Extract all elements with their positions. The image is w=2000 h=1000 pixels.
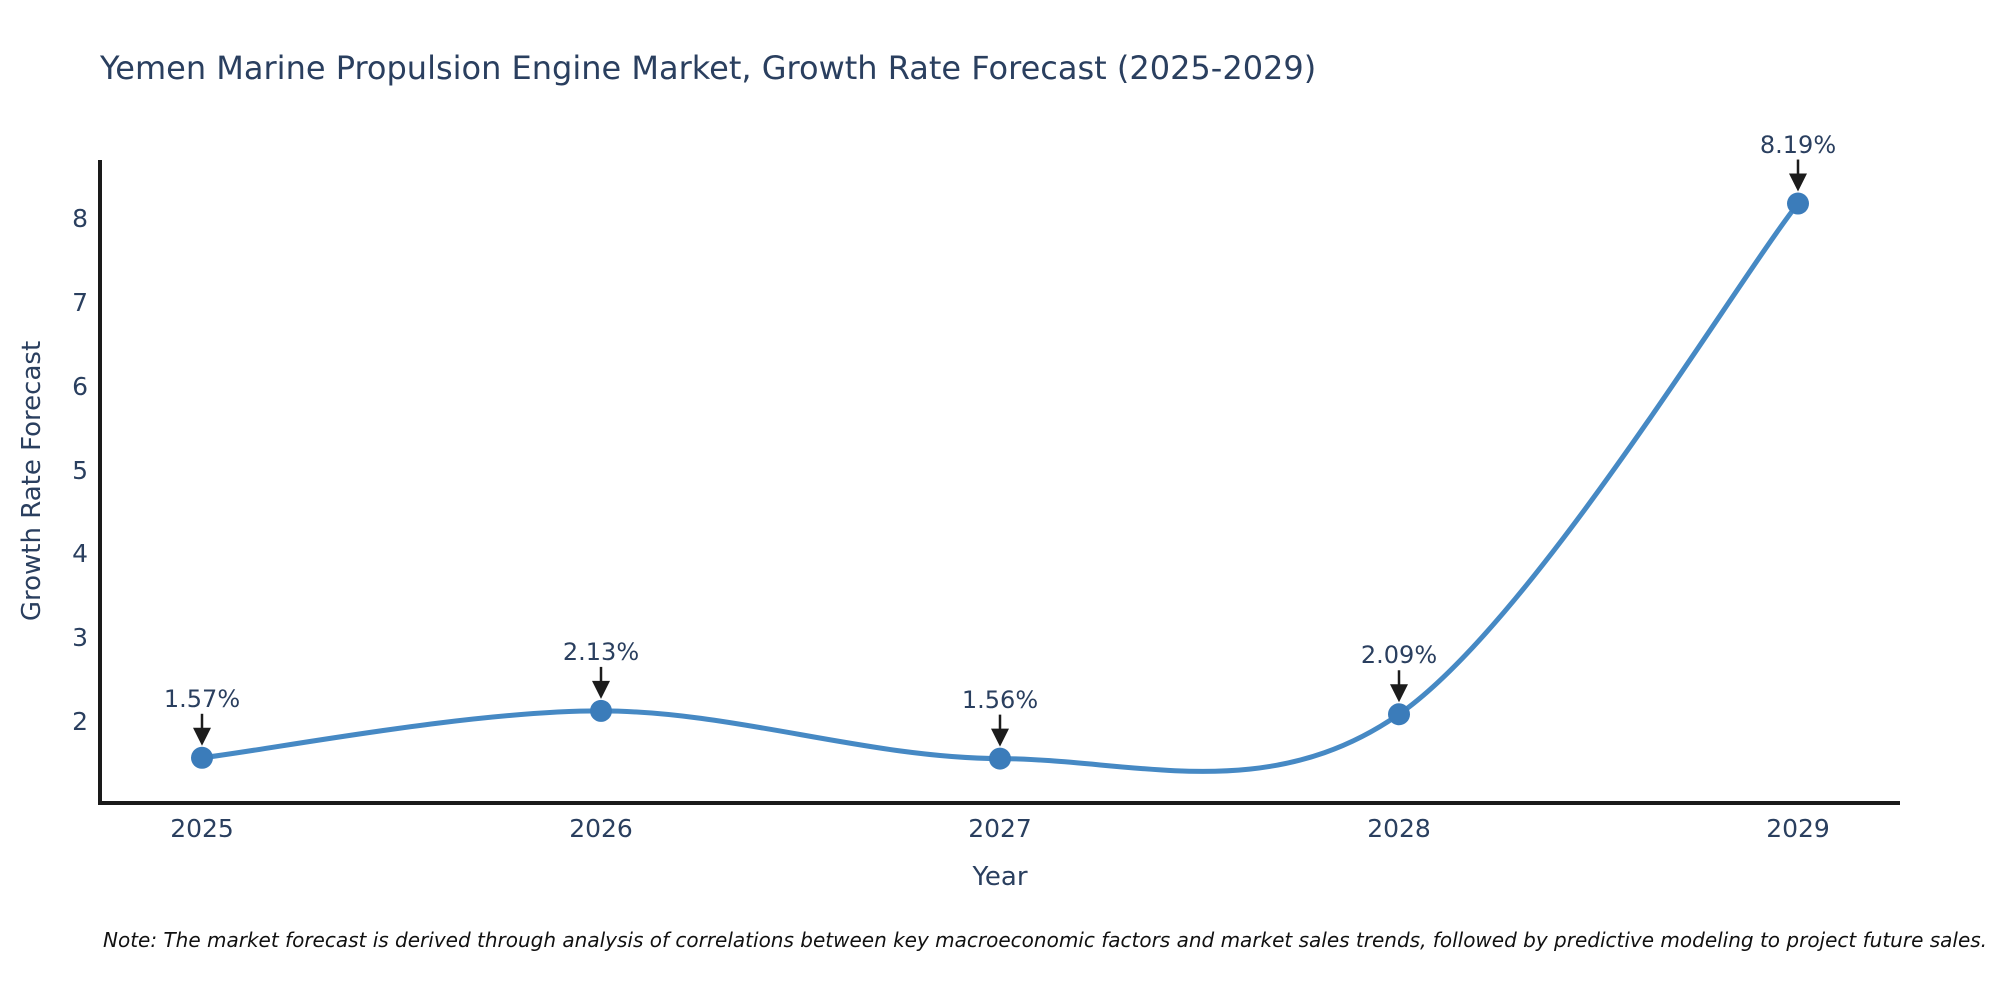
arrow-head <box>193 727 211 746</box>
point-annotation: 2.09% <box>1360 641 1438 670</box>
y-tick-label: 6 <box>72 371 88 401</box>
arrow-head <box>1789 173 1807 192</box>
data-point-marker[interactable] <box>1388 703 1410 726</box>
arrow-head <box>991 728 1009 747</box>
series-line <box>199 201 1801 774</box>
point-annotation: 1.57% <box>163 684 241 713</box>
x-tick-label: 2028 <box>1367 814 1431 843</box>
arrow-head <box>1390 684 1408 703</box>
chart-title: Yemen Marine Propulsion Engine Market, G… <box>100 49 1317 87</box>
arrow-head <box>592 680 610 699</box>
x-tick-label: 2026 <box>569 814 633 843</box>
point-annotation: 2.13% <box>562 637 640 666</box>
y-tick-label: 7 <box>72 288 88 318</box>
data-point-marker[interactable] <box>989 747 1011 770</box>
y-tick-label: 4 <box>72 539 88 569</box>
x-tick-label: 2027 <box>968 814 1032 843</box>
x-tick-label: 2025 <box>170 814 234 843</box>
x-tick-label: 2029 <box>1766 814 1830 843</box>
data-point-marker[interactable] <box>1787 192 1809 215</box>
y-tick-label: 2 <box>72 706 88 736</box>
data-point-marker[interactable] <box>590 699 612 722</box>
y-tick-label: 5 <box>72 455 88 485</box>
annotation-arrows <box>193 159 1807 747</box>
x-axis-title: Year <box>972 862 1028 892</box>
data-markers[interactable] <box>191 192 1809 770</box>
point-annotation: 8.19% <box>1759 130 1837 159</box>
y-axis-title: Growth Rate Forecast <box>17 340 47 622</box>
data-point-marker[interactable] <box>191 746 213 769</box>
y-tick-label: 8 <box>72 204 88 234</box>
point-annotation: 1.56% <box>961 685 1039 714</box>
y-tick-label: 3 <box>72 623 88 653</box>
footnote: Note: The market forecast is derived thr… <box>103 928 1988 952</box>
